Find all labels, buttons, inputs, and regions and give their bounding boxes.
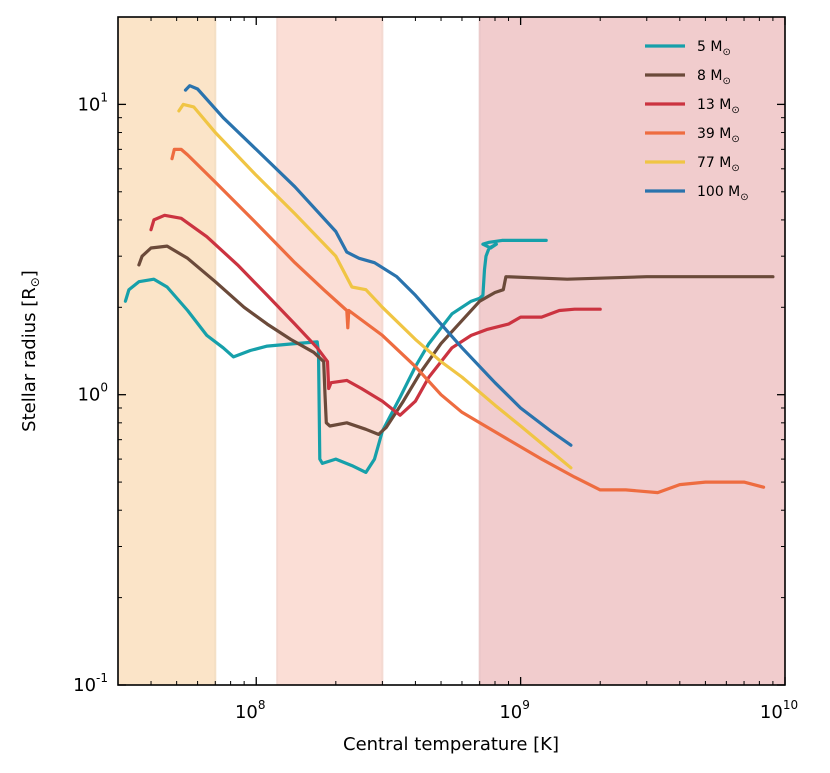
x-tick-label: 108 [235, 698, 266, 723]
y-tick-label: 10-1 [73, 671, 108, 696]
y-axis-label: Stellar radius [R⊙] [19, 270, 42, 432]
legend-label-sun: ⊙ [740, 192, 748, 203]
tick-exponent: -1 [96, 671, 108, 685]
tick-base: 10 [760, 702, 783, 723]
tick-base: 10 [77, 94, 100, 115]
series-line-5m [123, 238, 548, 474]
y-tick-label: 100 [77, 381, 108, 406]
plot-frame [117, 16, 786, 686]
legend-label-sun: ⊙ [731, 105, 739, 116]
legend-label: 13 M⊙ [697, 97, 740, 116]
shaded-band-3 [479, 17, 785, 685]
series-line-13m [149, 213, 602, 417]
series-line-77m [177, 102, 573, 470]
legend-label-name: 39 M [697, 126, 731, 142]
y-axis-label-main: Stellar radius [R [19, 287, 40, 432]
tick-base: 10 [499, 702, 522, 723]
legend-label-sun: ⊙ [731, 134, 739, 145]
legend-label: 39 M⊙ [697, 126, 740, 145]
series-line-39m [170, 147, 766, 495]
tick-base: 10 [235, 702, 258, 723]
series-line-8m [137, 244, 775, 436]
legend-label: 8 M⊙ [697, 68, 731, 87]
tick-base: 10 [73, 675, 96, 696]
y-tick-label: 101 [77, 90, 108, 115]
legend-label-name: 13 M [697, 97, 731, 113]
y-axis-label-sun: ⊙ [28, 277, 42, 287]
major-ticks [118, 17, 786, 686]
legend-label: 77 M⊙ [697, 155, 740, 174]
tick-exponent: 10 [783, 698, 798, 712]
series-lines [123, 84, 775, 495]
tick-exponent: 0 [100, 381, 108, 395]
tick-exponent: 9 [522, 698, 530, 712]
tick-exponent: 1 [100, 90, 108, 104]
x-tick-label: 109 [499, 698, 530, 723]
shaded-band-1 [118, 17, 216, 685]
legend-label-name: 77 M [697, 155, 731, 171]
x-axis-label: Central temperature [K] [343, 734, 559, 755]
shaded-bands [118, 17, 785, 685]
x-tick-labels: 108 109 1010 [235, 698, 798, 723]
tick-base: 10 [77, 385, 100, 406]
legend-label-name: 100 M [697, 184, 740, 200]
tick-exponent: 8 [258, 698, 266, 712]
legend-label-sun: ⊙ [731, 163, 739, 174]
legend-label-name: 8 M [697, 68, 722, 84]
legend-label-sun: ⊙ [722, 47, 730, 58]
y-axis-label-close: ] [19, 270, 40, 277]
legend-label-name: 5 M [697, 39, 722, 55]
legend-label-sun: ⊙ [722, 76, 730, 87]
legend-label: 100 M⊙ [697, 184, 749, 203]
shaded-band-2 [277, 17, 383, 685]
series-line-100m [183, 84, 573, 447]
x-tick-label: 1010 [760, 698, 798, 723]
legend: 5 M⊙8 M⊙13 M⊙39 M⊙77 M⊙100 M⊙ [645, 39, 749, 203]
legend-label: 5 M⊙ [697, 39, 731, 58]
